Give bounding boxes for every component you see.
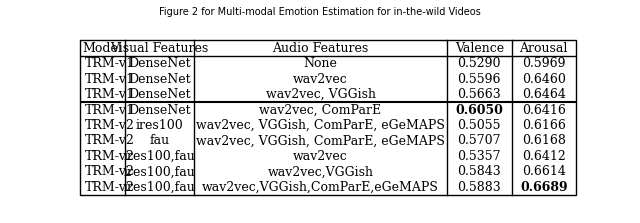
Text: 0.6166: 0.6166 xyxy=(522,119,566,132)
Text: 0.6689: 0.6689 xyxy=(520,181,568,194)
Text: 0.6412: 0.6412 xyxy=(522,150,566,163)
Text: TRM-v2: TRM-v2 xyxy=(85,181,135,194)
Text: 0.6460: 0.6460 xyxy=(522,73,566,86)
Text: Arousal: Arousal xyxy=(520,42,568,55)
Text: wav2vec, VGGish, ComParE, eGeMAPS: wav2vec, VGGish, ComParE, eGeMAPS xyxy=(196,119,445,132)
Text: TRM-v2: TRM-v2 xyxy=(85,165,135,178)
Text: 0.5843: 0.5843 xyxy=(458,165,501,178)
Text: TRM-v1: TRM-v1 xyxy=(85,73,135,86)
Text: TRM-v1: TRM-v1 xyxy=(85,88,135,101)
Text: wav2vec, ComParE: wav2vec, ComParE xyxy=(259,103,381,117)
Text: ires100,fau: ires100,fau xyxy=(124,150,195,163)
Text: 0.5055: 0.5055 xyxy=(458,119,501,132)
Text: Figure 2 for Multi-modal Emotion Estimation for in-the-wild Videos: Figure 2 for Multi-modal Emotion Estimat… xyxy=(159,7,481,17)
Text: 0.5290: 0.5290 xyxy=(458,57,501,70)
Text: DenseNet: DenseNet xyxy=(128,73,191,86)
Text: Model: Model xyxy=(83,42,122,55)
Text: DenseNet: DenseNet xyxy=(128,103,191,117)
Text: DenseNet: DenseNet xyxy=(128,57,191,70)
Text: wav2vec: wav2vec xyxy=(293,73,348,86)
Text: Valence: Valence xyxy=(454,42,504,55)
Text: None: None xyxy=(303,57,337,70)
Text: TRM-v2: TRM-v2 xyxy=(85,150,135,163)
Text: 0.5663: 0.5663 xyxy=(458,88,501,101)
Text: TRM-v1: TRM-v1 xyxy=(85,103,135,117)
Text: 0.5707: 0.5707 xyxy=(458,134,501,147)
Text: 0.5883: 0.5883 xyxy=(458,181,501,194)
Text: 0.5969: 0.5969 xyxy=(522,57,566,70)
Text: 0.6168: 0.6168 xyxy=(522,134,566,147)
Text: fau: fau xyxy=(149,134,170,147)
Text: 0.5596: 0.5596 xyxy=(458,73,501,86)
Text: TRM-v2: TRM-v2 xyxy=(85,119,135,132)
Text: wav2vec, VGGish, ComParE, eGeMAPS: wav2vec, VGGish, ComParE, eGeMAPS xyxy=(196,134,445,147)
Text: ires100,fau: ires100,fau xyxy=(124,165,195,178)
Text: Audio Features: Audio Features xyxy=(273,42,369,55)
Text: 0.6614: 0.6614 xyxy=(522,165,566,178)
Text: ires100,fau: ires100,fau xyxy=(124,181,195,194)
Text: ires100: ires100 xyxy=(136,119,183,132)
Text: wav2vec: wav2vec xyxy=(293,150,348,163)
Text: TRM-v1: TRM-v1 xyxy=(85,57,135,70)
Text: Visual Features: Visual Features xyxy=(110,42,209,55)
Text: wav2vec,VGGish: wav2vec,VGGish xyxy=(268,165,374,178)
Text: DenseNet: DenseNet xyxy=(128,88,191,101)
Text: 0.6050: 0.6050 xyxy=(455,103,503,117)
Text: 0.6464: 0.6464 xyxy=(522,88,566,101)
Text: TRM-v2: TRM-v2 xyxy=(85,134,135,147)
Text: wav2vec, VGGish: wav2vec, VGGish xyxy=(266,88,376,101)
Text: 0.6416: 0.6416 xyxy=(522,103,566,117)
Text: wav2vec,VGGish,ComParE,eGeMAPS: wav2vec,VGGish,ComParE,eGeMAPS xyxy=(202,181,439,194)
Text: 0.5357: 0.5357 xyxy=(458,150,501,163)
